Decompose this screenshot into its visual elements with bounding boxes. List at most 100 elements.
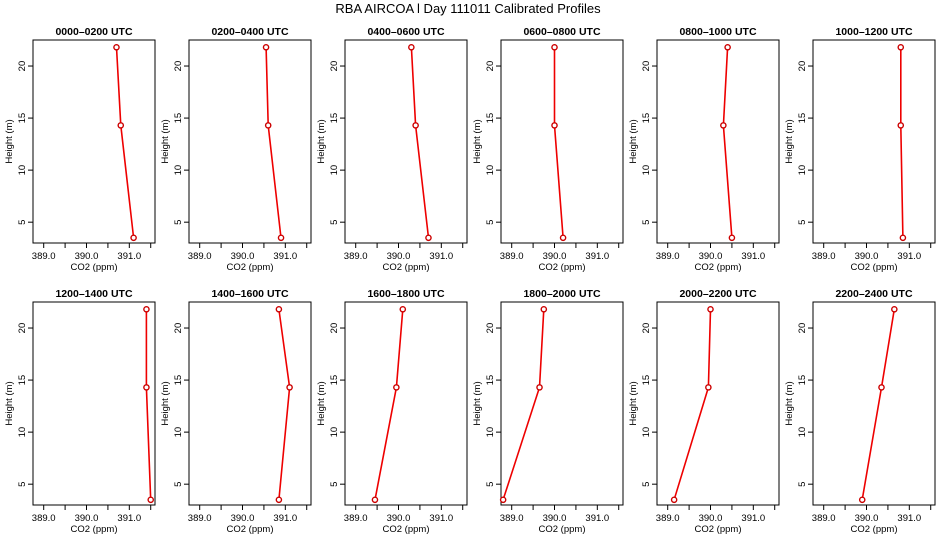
- y-axis-label: Height (m): [160, 119, 171, 163]
- x-tick-label: 389.0: [812, 251, 836, 262]
- y-tick-label: 20: [485, 323, 496, 334]
- y-tick-label: 10: [641, 165, 652, 176]
- data-point: [264, 122, 272, 129]
- data-point: [143, 384, 150, 391]
- y-tick-label: 15: [641, 375, 652, 386]
- data-point: [897, 122, 905, 129]
- y-axis-label: Height (m): [316, 381, 327, 425]
- panel-frame: [188, 39, 312, 244]
- y-tick-label: 20: [329, 323, 340, 334]
- x-tick-label: 389.0: [500, 251, 524, 262]
- data-point: [399, 305, 407, 313]
- y-tick-label: 15: [17, 113, 28, 124]
- panel-frame: [500, 39, 624, 244]
- x-axis-label: CO2 (ppm): [71, 262, 118, 273]
- data-point: [277, 234, 285, 242]
- profile-line: [861, 309, 896, 500]
- y-tick-label: 15: [329, 375, 340, 386]
- data-point: [286, 384, 293, 391]
- y-tick-label: 10: [173, 427, 184, 438]
- y-tick-label: 10: [173, 165, 184, 176]
- data-point: [551, 43, 558, 51]
- y-tick-label: 20: [641, 61, 652, 72]
- profile-line: [553, 47, 564, 238]
- panel-frame: [500, 301, 624, 506]
- x-tick-label: 390.0: [231, 251, 255, 262]
- data-point: [262, 43, 270, 51]
- profile-line: [278, 309, 291, 500]
- x-tick-label: 390.0: [855, 513, 879, 524]
- y-tick-label: 20: [173, 323, 184, 334]
- profile-line: [502, 309, 545, 501]
- x-axis-label: CO2 (ppm): [851, 524, 898, 535]
- x-tick-label: 389.0: [188, 513, 212, 524]
- x-tick-label: 389.0: [32, 513, 56, 524]
- y-axis-label: Height (m): [784, 119, 795, 163]
- panel-frame: [812, 301, 936, 506]
- x-tick-label: 390.0: [75, 251, 99, 262]
- x-tick-label: 391.0: [273, 513, 297, 524]
- figure-title: RBA AIRCOA l Day 111011 Calibrated Profi…: [335, 1, 601, 16]
- panel-frame: [188, 301, 312, 506]
- x-axis-label: CO2 (ppm): [383, 524, 430, 535]
- data-point: [425, 234, 432, 242]
- x-tick-label: 389.0: [812, 513, 836, 524]
- panel-title: 0000–0200 UTC: [55, 26, 132, 38]
- x-tick-label: 390.0: [387, 251, 411, 262]
- data-point: [412, 122, 419, 129]
- data-point: [143, 305, 150, 313]
- y-tick-label: 10: [797, 427, 808, 438]
- data-point: [275, 305, 283, 313]
- x-tick-label: 391.0: [741, 513, 765, 524]
- profile-line: [265, 47, 282, 238]
- x-tick-label: 391.0: [585, 251, 609, 262]
- data-point: [891, 305, 898, 313]
- y-tick-label: 5: [173, 482, 184, 487]
- y-axis-label: Height (m): [472, 119, 483, 163]
- x-axis-label: CO2 (ppm): [851, 262, 898, 273]
- x-tick-label: 390.0: [699, 513, 723, 524]
- data-point: [858, 496, 866, 504]
- y-tick-label: 20: [173, 61, 184, 72]
- data-point: [728, 234, 736, 242]
- y-axis-label: Height (m): [628, 119, 639, 163]
- y-axis-label: Height (m): [628, 381, 639, 425]
- panel-title: 1200–1400 UTC: [55, 288, 132, 300]
- data-point: [720, 122, 727, 129]
- y-tick-label: 10: [17, 427, 28, 438]
- data-point: [371, 496, 379, 504]
- data-point: [499, 496, 507, 504]
- y-tick-label: 5: [485, 482, 496, 487]
- y-tick-label: 15: [797, 375, 808, 386]
- panel-title: 0400–0600 UTC: [367, 26, 444, 38]
- x-tick-label: 391.0: [429, 251, 453, 262]
- x-tick-label: 389.0: [500, 513, 524, 524]
- data-point: [724, 43, 731, 51]
- x-tick-label: 390.0: [543, 513, 567, 524]
- panel-title: 0600–0800 UTC: [523, 26, 600, 38]
- x-axis-label: CO2 (ppm): [539, 524, 586, 535]
- panel-frame: [344, 39, 468, 244]
- x-tick-label: 389.0: [656, 513, 680, 524]
- panel-title: 0200–0400 UTC: [211, 26, 288, 38]
- y-tick-label: 20: [797, 323, 808, 334]
- y-tick-label: 10: [485, 427, 496, 438]
- y-tick-label: 5: [173, 220, 184, 225]
- y-axis-label: Height (m): [784, 381, 795, 425]
- x-tick-label: 390.0: [75, 513, 99, 524]
- x-axis-label: CO2 (ppm): [383, 262, 430, 273]
- y-tick-label: 15: [17, 375, 28, 386]
- panel-title: 2200–2400 UTC: [835, 288, 912, 300]
- data-point: [897, 43, 905, 51]
- panel-title: 1000–1200 UTC: [835, 26, 912, 38]
- panel-frame: [344, 301, 468, 506]
